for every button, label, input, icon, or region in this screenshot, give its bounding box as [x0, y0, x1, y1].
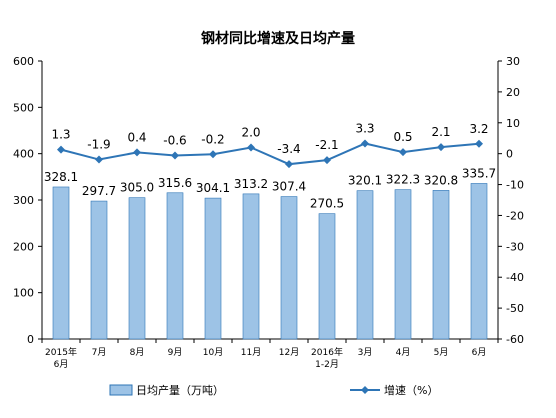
y-left-tick-label: 200: [13, 240, 34, 253]
bar-value-label: 313.2: [234, 177, 268, 191]
y-right-tick-label: -20: [506, 209, 524, 222]
bar-series: [52, 183, 488, 340]
line-value-label: 1.3: [51, 128, 70, 142]
line-value-label: -0.6: [163, 134, 186, 148]
bar-value-label: 297.7: [82, 184, 116, 198]
legend-line-label: 增速（%）: [384, 383, 438, 397]
bar: [318, 213, 336, 340]
x-category-label: 9月: [168, 347, 183, 358]
bar: [432, 190, 450, 340]
y-right-tick-label: 20: [506, 86, 520, 99]
line-value-label: 3.2: [469, 122, 488, 136]
line-value-label: 0.4: [127, 130, 146, 144]
legend: 日均产量（万吨） 增速（%）: [109, 383, 438, 397]
x-category-label: 8月: [130, 347, 145, 358]
legend-bar-label: 日均产量（万吨）: [136, 383, 224, 397]
line-point-marker: [399, 148, 407, 157]
line-value-label: -3.4: [277, 142, 300, 156]
y-left-tick-label: 100: [13, 287, 34, 300]
y-right-tick-label: -40: [506, 271, 524, 284]
line-point-marker: [171, 151, 179, 160]
line-point-marker: [475, 139, 483, 148]
x-category-label: 12月: [279, 347, 299, 358]
y-left-tick-label: 500: [13, 101, 34, 114]
bar-value-label: 322.3: [386, 173, 420, 187]
bar: [166, 192, 184, 340]
line-series: [57, 139, 483, 169]
y-right-tick-label: 30: [506, 55, 520, 68]
line-point-marker: [57, 145, 65, 154]
line-point-marker: [437, 143, 445, 152]
line-point-marker: [95, 155, 103, 164]
x-category-label: 2015年 6月: [45, 346, 77, 370]
bar: [52, 186, 70, 340]
chart-title: 钢材同比增速及日均产量: [201, 30, 355, 47]
x-category-label: 7月: [92, 347, 107, 358]
line-point-marker: [133, 148, 141, 157]
bar: [90, 200, 108, 340]
y-left-tick-label: 600: [13, 55, 34, 68]
bar: [242, 193, 260, 340]
line-point-marker: [247, 143, 255, 152]
x-category-label: 4月: [396, 347, 411, 358]
x-category-label: 5月: [434, 347, 449, 358]
bar-value-label: 315.6: [158, 176, 192, 190]
legend-line-marker: [361, 386, 369, 394]
axes: 0 100 200 300 400 500 600 -60 -50 -40 -30 -20 -10 0 10…: [13, 55, 524, 370]
line-value-label: -1.9: [87, 138, 110, 152]
bar-value-label: 328.1: [44, 170, 78, 184]
y-left-tick-label: 300: [13, 194, 34, 207]
data-labels: 328.1 297.7 305.0 315.6 304.1 313.2 307.4 270.5…: [44, 121, 496, 210]
y-right-tick-label: -30: [506, 240, 524, 253]
line-point-marker: [209, 150, 217, 159]
line-point-marker: [285, 160, 293, 169]
line-value-label: -2.1: [315, 138, 338, 152]
legend-bar-swatch: [109, 384, 133, 396]
x-category-label: 11月: [241, 347, 261, 358]
bar: [356, 190, 374, 340]
bar: [470, 183, 488, 340]
bar-value-label: 320.1: [348, 174, 382, 188]
bar-value-label: 304.1: [196, 181, 230, 195]
bar-value-label: 270.5: [310, 197, 344, 211]
x-category-label: 2016年 1-2月: [311, 346, 343, 370]
line-value-label: 0.5: [393, 130, 412, 144]
y-right-tick-label: 10: [506, 117, 520, 130]
bar-value-label: 307.4: [272, 180, 306, 194]
y-right-tick-label: 0: [506, 148, 513, 161]
bar-value-label: 305.0: [120, 181, 154, 195]
line-value-label: -0.2: [201, 132, 224, 146]
y-left-tick-label: 0: [27, 333, 34, 346]
x-category-label: 3月: [358, 347, 373, 358]
line-point-marker: [361, 139, 369, 148]
line-point-marker: [323, 156, 331, 165]
line-value-label: 2.0: [241, 125, 260, 139]
y-right-tick-label: -10: [506, 179, 524, 192]
line-value-label: 2.1: [431, 125, 450, 139]
bar-value-label: 335.7: [462, 166, 496, 180]
x-category-label: 6月: [472, 347, 487, 358]
growth-line: [60, 142, 480, 166]
bar: [394, 189, 412, 340]
line-value-label: 3.3: [355, 121, 374, 135]
bar: [128, 197, 146, 340]
bar: [204, 197, 222, 340]
x-category-label: 10月: [203, 347, 223, 358]
y-right-tick-label: -50: [506, 302, 524, 315]
y-right-tick-label: -60: [506, 333, 524, 346]
bar: [280, 196, 298, 340]
bar-value-label: 320.8: [424, 173, 458, 187]
y-left-tick-label: 400: [13, 148, 34, 161]
